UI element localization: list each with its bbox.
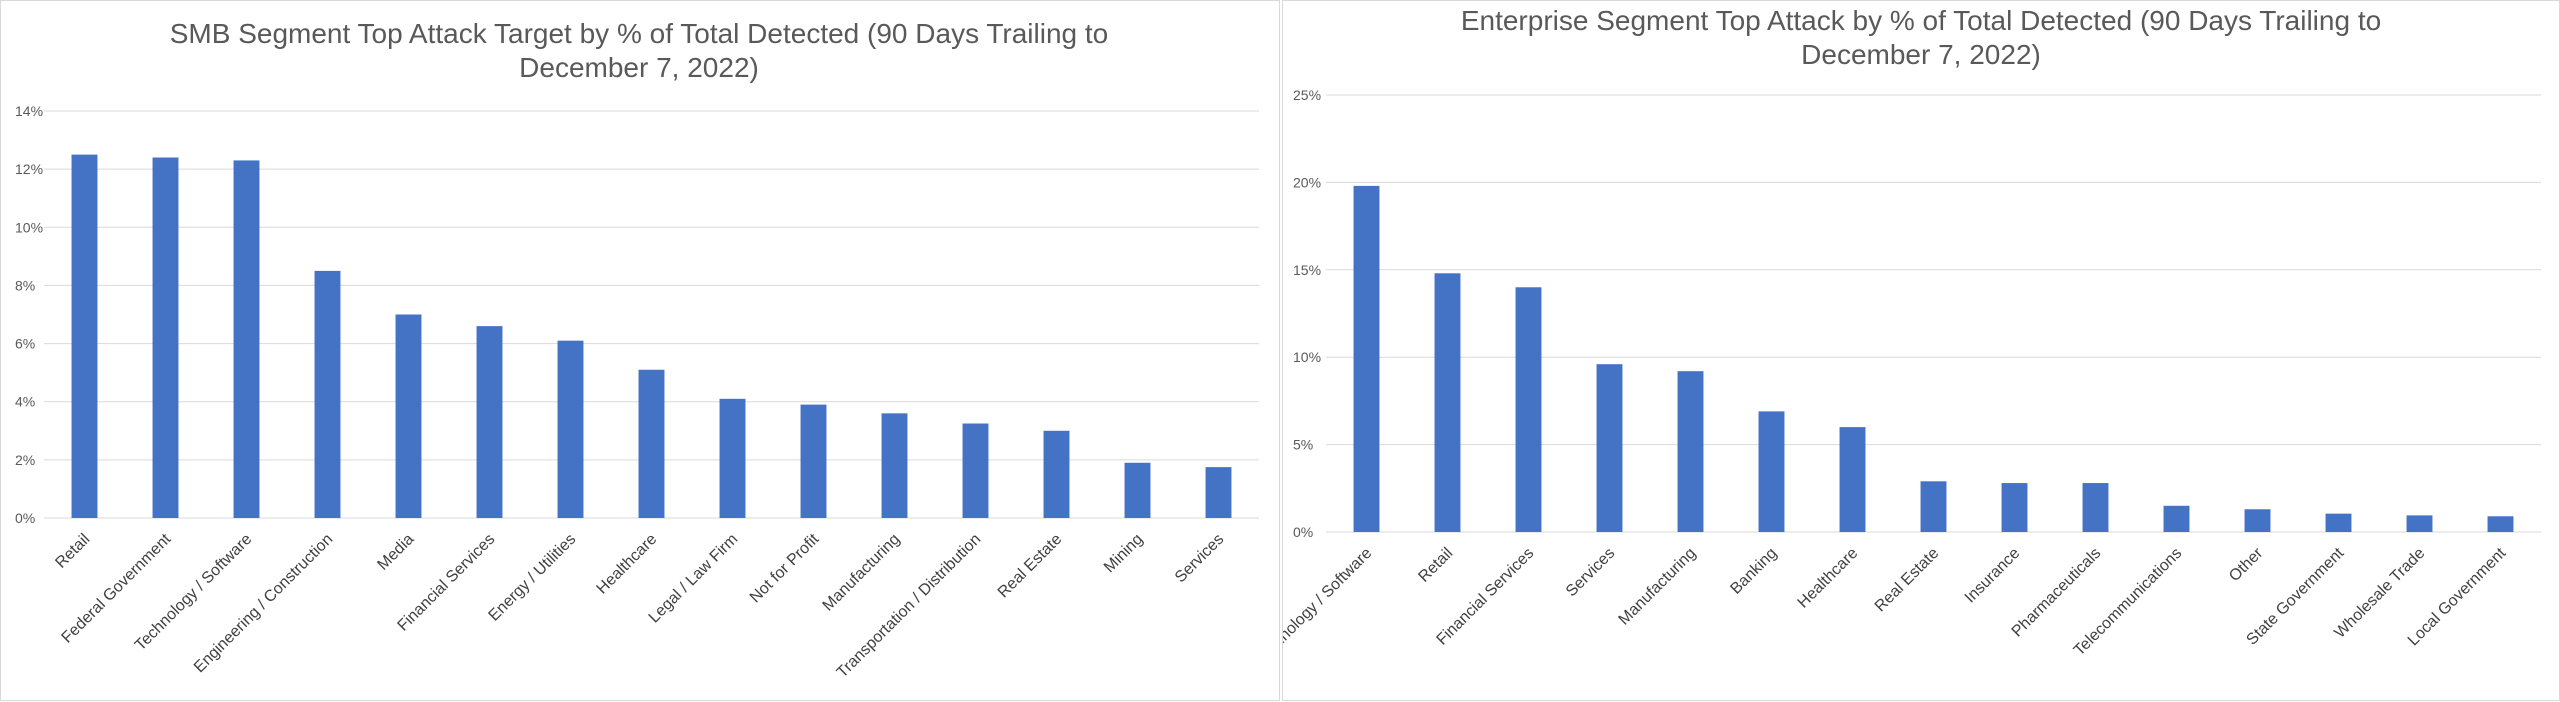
ent-bar <box>2406 515 2433 532</box>
ent-bar <box>1758 411 1785 532</box>
category-label: Energy / Utilities <box>486 531 580 625</box>
smb-bar <box>638 369 665 518</box>
y-tick-label: 6% <box>15 336 35 352</box>
category-label: Engineering / Construction <box>191 531 336 676</box>
ent-bar <box>2163 505 2190 532</box>
category-label: Manufacturing <box>820 531 904 615</box>
ent-bar <box>1353 185 1380 532</box>
y-tick-label: 25% <box>1293 87 1321 103</box>
category-label: Services <box>1563 545 1618 600</box>
ent-bar <box>1515 287 1542 532</box>
ent-bar <box>1839 427 1866 532</box>
y-tick-label: 8% <box>15 277 35 293</box>
smb-bar <box>71 154 98 518</box>
y-tick-label: 2% <box>15 452 35 468</box>
smb-bar <box>962 423 989 518</box>
category-label: Retail <box>52 531 93 572</box>
ent-bar <box>2487 516 2514 532</box>
chart-title-line: December 7, 2022) <box>519 52 759 83</box>
smb-bar <box>881 413 908 518</box>
ent-bar <box>1677 371 1704 532</box>
y-tick-label: 20% <box>1293 174 1321 190</box>
category-label: Banking <box>1727 545 1780 598</box>
ent-bar <box>2325 513 2352 532</box>
chart-title-line: December 7, 2022) <box>1801 39 2041 70</box>
y-tick-label: 12% <box>15 161 43 177</box>
y-tick-label: 0% <box>1293 524 1313 540</box>
smb-bar <box>557 340 584 518</box>
y-tick-label: 14% <box>15 103 43 119</box>
chart-title-line: SMB Segment Top Attack Target by % of To… <box>170 18 1109 49</box>
chart-title-line: Enterprise Segment Top Attack by % of To… <box>1461 5 2381 36</box>
category-label: Healthcare <box>594 531 661 598</box>
smb-bar <box>395 314 422 518</box>
smb-bar <box>800 404 827 518</box>
y-tick-label: 5% <box>1293 437 1313 453</box>
smb-bar <box>1124 462 1151 518</box>
category-label: Technology / Software <box>1283 545 1375 668</box>
y-tick-label: 10% <box>1293 349 1321 365</box>
y-tick-label: 0% <box>15 510 35 526</box>
y-tick-label: 10% <box>15 219 43 235</box>
smb-bar-chart: SMB Segment Top Attack Target by % of To… <box>15 18 1259 682</box>
category-label: Manufacturing <box>1616 545 1700 629</box>
category-label: Retail <box>1415 545 1456 586</box>
category-label: Not for Profit <box>747 530 823 606</box>
category-label: Real Estate <box>995 531 1066 602</box>
y-tick-label: 4% <box>15 394 35 410</box>
category-label: Insurance <box>1962 545 2024 607</box>
category-label: Pharmaceuticals <box>2009 545 2105 641</box>
ent-bar <box>1596 364 1623 532</box>
smb-bar <box>1205 467 1232 518</box>
category-label: Other <box>2226 544 2267 585</box>
enterprise-bar-chart: Enterprise Segment Top Attack by % of To… <box>1283 5 2541 668</box>
smb-bar <box>476 326 503 518</box>
category-label: Mining <box>1101 531 1146 576</box>
ent-bar <box>2001 483 2028 532</box>
smb-chart-panel: SMB Segment Top Attack Target by % of To… <box>0 0 1280 701</box>
smb-bar <box>233 160 260 518</box>
category-label: Media <box>374 531 417 574</box>
ent-bar <box>2244 509 2271 532</box>
smb-bar <box>1043 430 1070 518</box>
category-label: Healthcare <box>1795 545 1862 612</box>
smb-bar <box>719 398 746 518</box>
smb-bar <box>314 270 341 518</box>
smb-bar <box>152 157 179 518</box>
category-label: Transportation / Distribution <box>834 531 985 682</box>
category-label: Services <box>1172 531 1227 586</box>
ent-bar <box>1920 481 1947 532</box>
category-label: Real Estate <box>1872 545 1943 616</box>
enterprise-chart-panel: Enterprise Segment Top Attack by % of To… <box>1282 0 2560 701</box>
ent-bar <box>2082 483 2109 532</box>
ent-bar <box>1434 273 1461 532</box>
category-label: Legal / Law Firm <box>646 531 742 627</box>
y-tick-label: 15% <box>1293 262 1321 278</box>
